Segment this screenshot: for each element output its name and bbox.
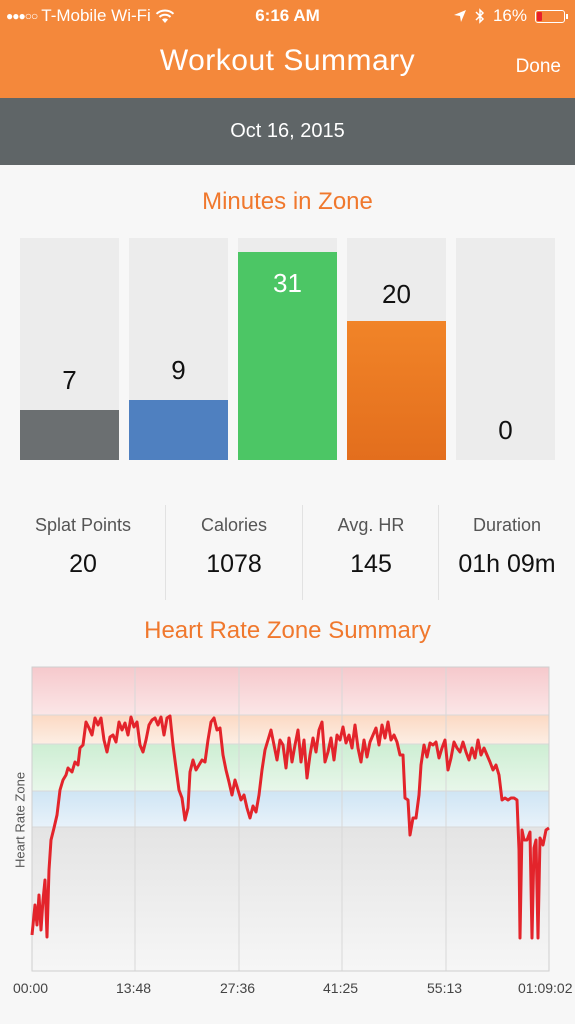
heart-rate-chart	[30, 666, 550, 972]
status-time: 6:16 AM	[255, 6, 320, 25]
wifi-icon	[155, 9, 174, 23]
zone-bar-3-value: 31	[273, 268, 302, 298]
divider	[438, 505, 439, 600]
signal-dots-icon: ●●●○○	[6, 9, 38, 23]
zone-bar-1-fill	[20, 410, 119, 460]
plot-border	[31, 666, 550, 972]
x-tick-label: 27:36	[220, 980, 256, 996]
page-title: Workout Summary	[159, 44, 416, 77]
location-arrow-icon	[453, 10, 466, 22]
stat-calories: Calories 1078	[166, 505, 302, 600]
stat-value: 1078	[206, 550, 262, 578]
heart-rate-line	[30, 714, 550, 940]
done-button[interactable]: Done	[515, 56, 561, 77]
minutes-in-zone-title: Minutes in Zone	[202, 188, 373, 215]
battery-percent: 16%	[492, 6, 527, 25]
zone-bar-5-value: 0	[498, 415, 513, 445]
x-tick-label: 55:13	[427, 980, 463, 996]
stat-label: Splat Points	[34, 515, 132, 535]
x-tick-label: 13:48	[116, 980, 152, 996]
divider	[302, 505, 303, 600]
stats-row: Splat Points 20 Calories 1078 Avg. HR 14…	[0, 505, 575, 600]
stat-splat-points: Splat Points 20	[15, 505, 151, 600]
carrier-label: T-Mobile Wi-Fi	[41, 6, 151, 25]
stat-duration: Duration 01h 09m	[439, 505, 575, 600]
zone-bar-2-value: 9	[171, 355, 186, 385]
hr-zone-summary-title: Heart Rate Zone Summary	[144, 617, 431, 644]
header-bar: ●●●○○ T-Mobile Wi-Fi 6:16 AM 16% Workout…	[0, 0, 575, 98]
zone-band-gray	[32, 827, 549, 971]
x-tick-label: 01:09:02	[518, 980, 573, 996]
zone-bar-3-fill	[238, 252, 337, 460]
zone-bar-5: 0	[456, 238, 555, 460]
divider	[165, 505, 166, 600]
stat-value: 01h 09m	[458, 550, 556, 578]
zone-bar-4-value: 20	[382, 279, 411, 309]
zone-bar-2: 9	[129, 238, 228, 460]
zone-bar-1: 7	[20, 238, 119, 460]
zone-bar-3: 31	[238, 238, 337, 460]
zone-bar-1-value: 7	[62, 365, 77, 395]
stat-label: Avg. HR	[337, 515, 405, 535]
zone-bar-2-fill	[129, 400, 228, 460]
stat-value: 20	[69, 550, 97, 578]
stat-avg-hr: Avg. HR 145	[303, 505, 439, 600]
date-header: Oct 16, 2015	[0, 98, 575, 165]
y-axis-label: Heart Rate Zone	[12, 771, 28, 869]
bluetooth-icon	[475, 8, 485, 24]
x-tick-label: 41:25	[323, 980, 359, 996]
zone-bar-4: 20	[347, 238, 446, 460]
status-bar: ●●●○○ T-Mobile Wi-Fi 6:16 AM 16%	[0, 0, 575, 32]
stat-label: Duration	[472, 515, 542, 535]
zone-bar-4-fill	[347, 321, 446, 460]
battery-icon	[535, 9, 568, 23]
x-tick-label: 00:00	[13, 980, 49, 996]
zone-band-red	[32, 667, 549, 715]
stat-value: 145	[350, 550, 392, 578]
zone-band-blue	[32, 791, 549, 827]
stat-label: Calories	[200, 515, 268, 535]
